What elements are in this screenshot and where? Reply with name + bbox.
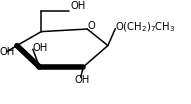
Text: OH: OH bbox=[33, 43, 48, 53]
Text: OH: OH bbox=[70, 1, 86, 11]
Text: O(CH$_2$)$_7$CH$_3$: O(CH$_2$)$_7$CH$_3$ bbox=[115, 21, 176, 34]
Text: OH: OH bbox=[0, 47, 15, 57]
Text: OH: OH bbox=[74, 75, 89, 85]
Text: O: O bbox=[88, 21, 96, 31]
